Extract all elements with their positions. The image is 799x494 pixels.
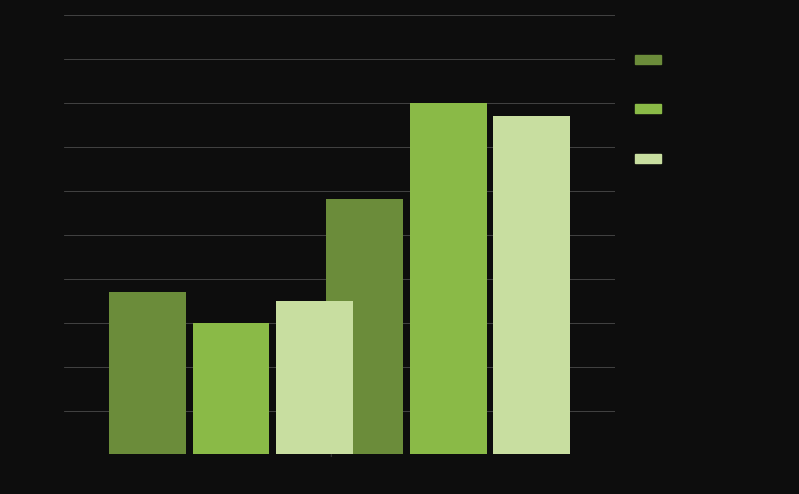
Bar — [326, 200, 403, 454]
Bar — [493, 116, 570, 454]
Bar — [276, 300, 353, 454]
Bar — [410, 103, 487, 454]
Bar — [109, 292, 186, 454]
Bar — [193, 323, 269, 454]
